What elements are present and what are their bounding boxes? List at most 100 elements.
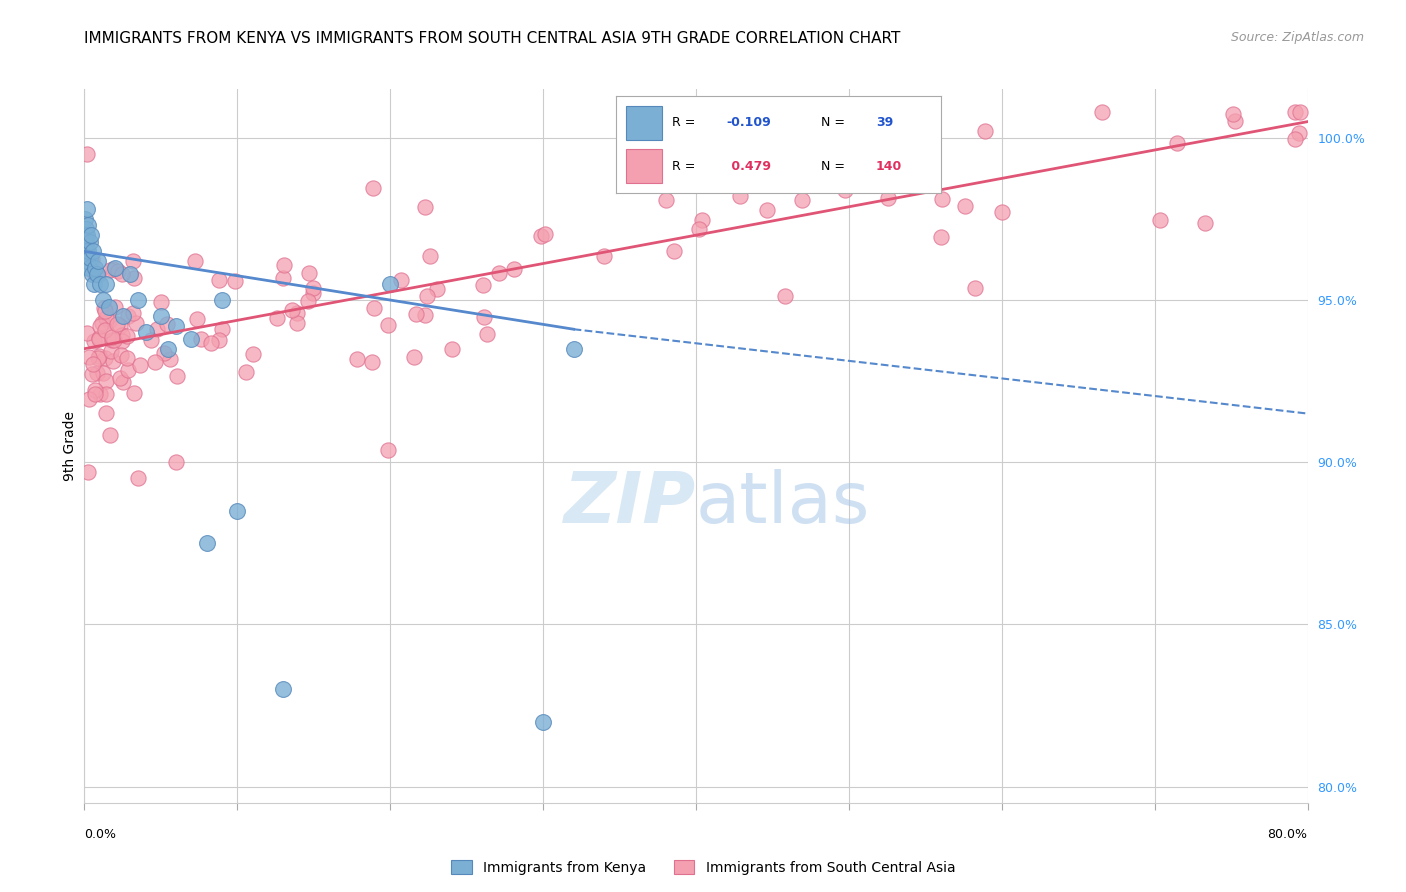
- Point: [531, 714, 554, 729]
- Point: [94, 387, 117, 401]
- Point: [534, 227, 557, 242]
- Point: [474, 310, 496, 324]
- Point: [76, 228, 98, 243]
- Point: [235, 365, 257, 379]
- Point: [208, 333, 231, 347]
- Point: [87, 254, 110, 268]
- Point: [183, 254, 205, 268]
- Point: [94, 351, 117, 365]
- Point: [84, 384, 107, 398]
- Point: [122, 254, 145, 268]
- Point: [405, 307, 427, 321]
- Point: [75, 244, 97, 259]
- Point: [80, 367, 103, 381]
- Point: [111, 334, 134, 348]
- Point: [110, 348, 132, 362]
- Point: [211, 293, 233, 307]
- Point: [94, 277, 117, 291]
- Point: [122, 271, 145, 285]
- Y-axis label: 9th Grade: 9th Grade: [63, 411, 77, 481]
- Point: [75, 221, 97, 235]
- Point: [100, 428, 122, 442]
- Point: [207, 273, 229, 287]
- Point: [242, 347, 264, 361]
- Point: [135, 326, 157, 340]
- Text: 0.0%: 0.0%: [84, 828, 117, 841]
- Point: [107, 264, 129, 278]
- Point: [302, 285, 325, 300]
- Point: [77, 351, 100, 365]
- Point: [76, 326, 98, 340]
- Point: [224, 274, 246, 288]
- Point: [103, 353, 125, 368]
- Point: [80, 228, 103, 243]
- Point: [592, 249, 614, 263]
- Point: [974, 124, 997, 138]
- Point: [84, 260, 107, 275]
- Point: [86, 351, 108, 365]
- Point: [963, 281, 986, 295]
- Point: [76, 147, 98, 161]
- Point: [100, 330, 122, 344]
- Point: [115, 329, 138, 343]
- Point: [271, 682, 294, 697]
- Point: [143, 355, 166, 369]
- Point: [281, 302, 304, 317]
- Point: [150, 295, 173, 310]
- Point: [90, 316, 112, 330]
- Point: [287, 306, 309, 320]
- Point: [655, 193, 678, 207]
- Point: [1222, 107, 1244, 121]
- Point: [298, 267, 321, 281]
- Point: [98, 263, 121, 277]
- Point: [413, 200, 436, 214]
- Point: [211, 321, 233, 335]
- Point: [157, 342, 180, 356]
- Point: [226, 504, 249, 518]
- Point: [100, 343, 122, 358]
- Point: [122, 305, 145, 319]
- Point: [488, 266, 510, 280]
- Point: [790, 193, 813, 207]
- Point: [97, 300, 120, 314]
- Point: [111, 327, 134, 342]
- Point: [77, 260, 100, 275]
- Point: [991, 204, 1014, 219]
- Point: [141, 333, 163, 347]
- Point: [117, 363, 139, 377]
- Point: [876, 191, 898, 205]
- Point: [688, 222, 710, 236]
- Point: [562, 342, 585, 356]
- Point: [200, 335, 222, 350]
- Point: [87, 333, 110, 347]
- Point: [93, 366, 115, 380]
- Point: [94, 323, 117, 337]
- Point: [361, 355, 384, 369]
- Point: [127, 471, 149, 485]
- Point: [389, 273, 412, 287]
- Point: [302, 281, 325, 295]
- Point: [75, 235, 97, 249]
- Point: [834, 183, 856, 197]
- Point: [108, 371, 131, 385]
- Point: [82, 358, 104, 372]
- Point: [1194, 216, 1216, 230]
- Point: [94, 406, 117, 420]
- Point: [111, 267, 134, 281]
- Point: [377, 318, 399, 332]
- Point: [80, 267, 103, 281]
- Point: [105, 317, 128, 331]
- Text: atlas: atlas: [696, 468, 870, 538]
- Point: [1288, 126, 1310, 140]
- Point: [127, 293, 149, 307]
- Point: [89, 277, 111, 291]
- Point: [75, 211, 97, 226]
- Point: [159, 351, 181, 366]
- Point: [419, 249, 441, 263]
- Point: [186, 312, 208, 326]
- Point: [380, 277, 402, 291]
- Point: [1284, 132, 1306, 146]
- Point: [690, 213, 713, 227]
- Point: [929, 230, 952, 244]
- Point: [363, 301, 385, 315]
